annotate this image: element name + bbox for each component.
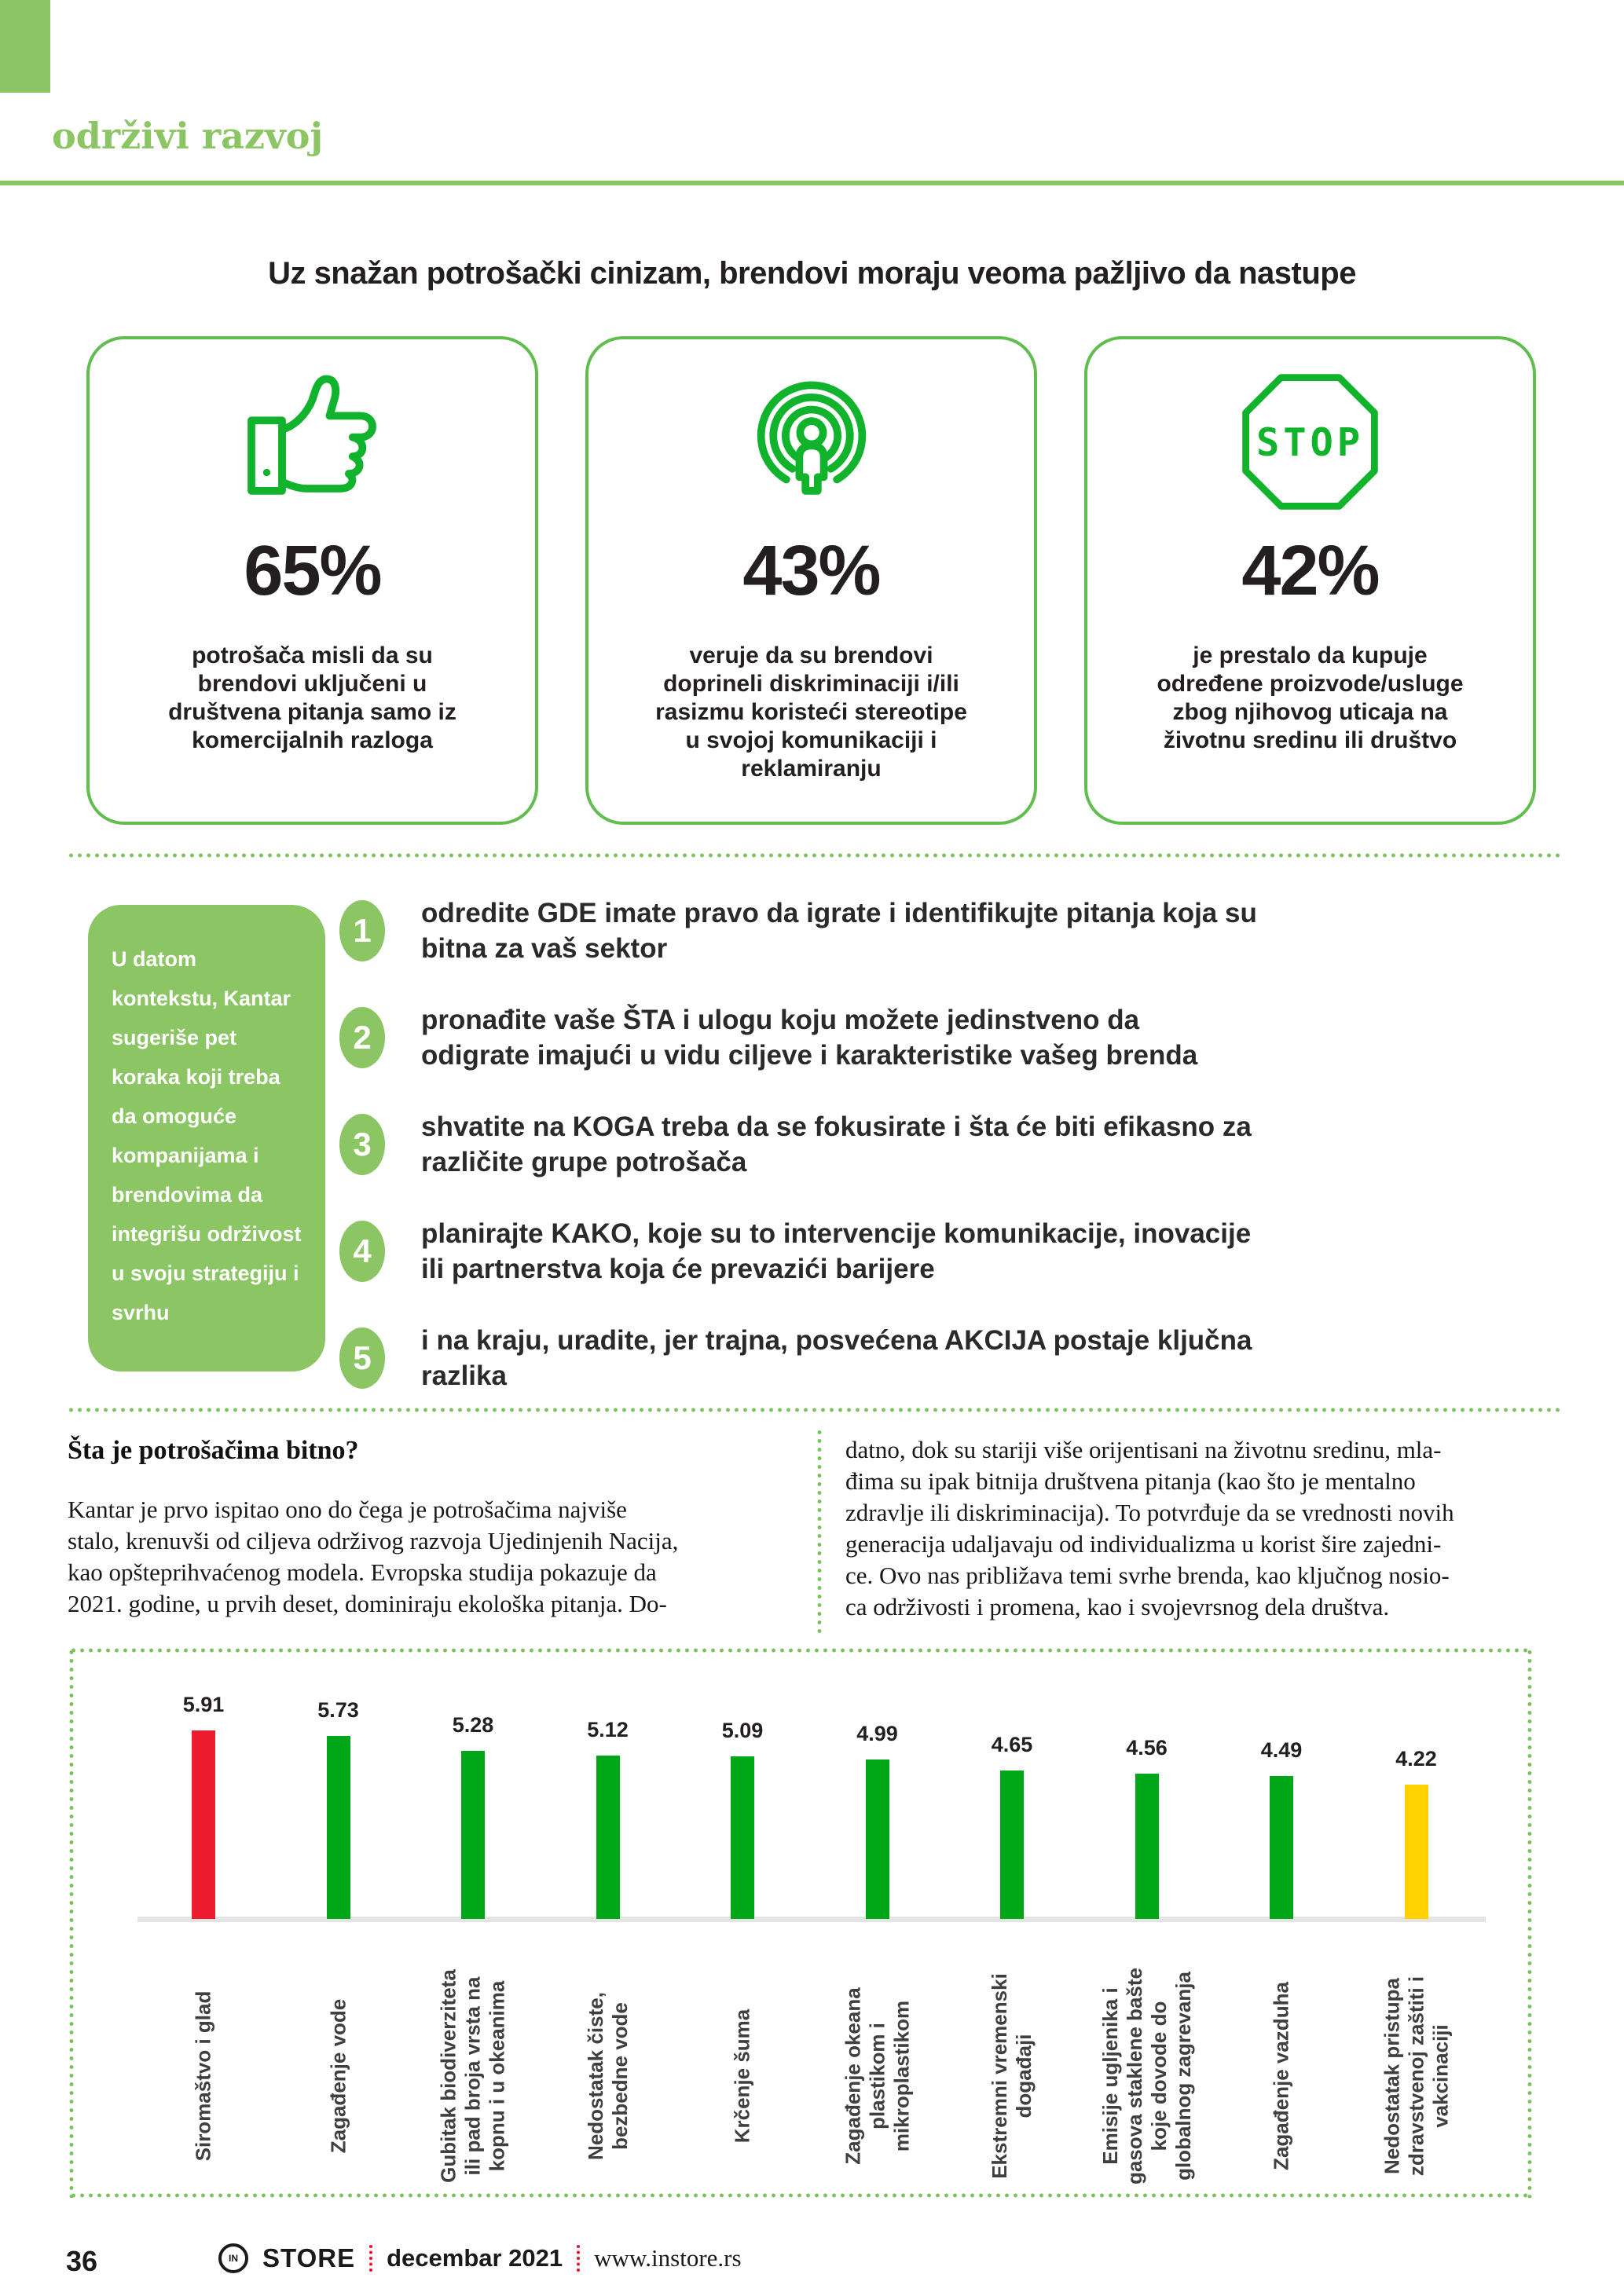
step-number-badge: 5: [339, 1327, 385, 1389]
section-label: održivi razvoj: [52, 115, 324, 157]
stat-value: 43%: [742, 532, 881, 610]
step-row: 5 i na kraju, uradite, jer trajna, posve…: [339, 1323, 1565, 1393]
stop-sign-icon: STOP: [1234, 363, 1387, 520]
article-column-right: datno, dok su stariji više orijentisani …: [845, 1436, 1454, 1620]
step-number-badge: 3: [339, 1114, 385, 1175]
bar-value-label: 5.91: [182, 1693, 225, 1716]
bar-category-label-text: Nedostatak pristupa zdravstvenoj zaštiti…: [1380, 1976, 1452, 2177]
bar-category-label-text: Emisije ugljenika i gasova staklene bašt…: [1098, 1967, 1195, 2185]
chart-border-bottom: [69, 2193, 1532, 2198]
stat-description: potrošača misli da su brendovi uključeni…: [168, 643, 456, 753]
x-axis-line: [137, 1917, 1486, 1922]
bar-category-label-text: Zagađenje okeana plastikom i mikroplasti…: [841, 1987, 913, 2165]
bar-value-label: 4.65: [991, 1733, 1033, 1756]
step-row: 2 pronađite vaše ŠTA i ulogu koju možete…: [339, 1002, 1565, 1073]
bar-value-label: 5.73: [317, 1698, 359, 1722]
bar-chart-plot: 5.91 Siromaštvo i glad 5.73 Zagađenje vode 5…: [69, 1648, 1532, 2198]
stat-card: STOP 42% je prestalo da kupuje određene …: [1084, 336, 1536, 825]
step-row: 4 planirajte KAKO, koje su to intervenci…: [339, 1216, 1565, 1287]
bar: [596, 1756, 620, 1919]
stat-description: veruje da su brendovi doprineli diskrimi…: [655, 643, 967, 782]
bar-value-label: 5.09: [721, 1719, 764, 1742]
bar: [326, 1736, 350, 1919]
bar: [1270, 1776, 1293, 1919]
step-text: shvatite na KOGA treba da se fokusirate …: [421, 1111, 1252, 1177]
website-link: www.instore.rs: [594, 2244, 742, 2272]
bar-category-label-text: Gubitak biodiverziteta ili pad broja vrs…: [436, 1969, 509, 2183]
dotted-divider-middle: [67, 1408, 1560, 1412]
kantar-text: U datom kontekstu, Kantar sugeriše pet k…: [112, 947, 302, 1324]
kantar-box: U datom kontekstu, Kantar sugeriše pet k…: [88, 905, 325, 1371]
step-number-badge: 1: [339, 900, 385, 961]
step-row: 3 shvatite na KOGA treba da se fokusirat…: [339, 1109, 1565, 1180]
chart-border-left: [69, 1648, 74, 2198]
page-number: 36: [66, 2245, 98, 2277]
column-divider: [817, 1428, 822, 1634]
bar-category-label-text: Siromaštvo i glad: [191, 1990, 215, 2162]
bar-category-label-text: Nedostatak čiste, bezbedne vode: [583, 1992, 632, 2160]
bar-category-label-text: Ekstremni vremenski događaji: [988, 1973, 1036, 2179]
footer-brand-line: IN STORE decembar 2021 www.instore.rs: [218, 2243, 742, 2273]
bar-value-label: 4.99: [856, 1722, 898, 1745]
bar-category-label-text: Zagađenje vazduha: [1269, 1982, 1293, 2170]
step-text: odredite GDE imate pravo da igrate i ide…: [421, 898, 1257, 964]
page-title: Uz snažan potrošački cinizam, brendovi m…: [268, 256, 1356, 291]
stat-card: 65% potrošača misli da su brendovi uklju…: [86, 336, 538, 825]
stat-card: 43% veruje da su brendovi doprineli disk…: [585, 336, 1037, 825]
step-text: planirajte KAKO, koje su to intervencije…: [421, 1218, 1252, 1284]
bar-value-label: 4.49: [1260, 1738, 1303, 1762]
bar-category-label-text: Zagađenje vode: [326, 1998, 350, 2154]
bar-value-label: 5.28: [452, 1713, 494, 1737]
header-accent-block: [0, 0, 50, 93]
bar-value-label: 4.56: [1126, 1736, 1168, 1760]
step-text: pronađite vaše ŠTA i ulogu koju možete j…: [421, 1005, 1198, 1071]
chart-border-top: [69, 1648, 1532, 1653]
stat-value: 42%: [1241, 532, 1380, 610]
article-heading: Šta je potrošačima bitno?: [68, 1436, 359, 1465]
footer-separator: [577, 2245, 581, 2272]
stat-description: je prestalo da kupuje određene proizvode…: [1157, 643, 1464, 753]
footer: 36 IN STORE decembar 2021 www.instore.rs: [0, 2243, 1624, 2283]
instore-logo-icon: IN: [218, 2243, 248, 2273]
header-rule: [0, 181, 1624, 185]
step-number-badge: 4: [339, 1221, 385, 1282]
stat-value: 65%: [244, 532, 382, 610]
bar: [1404, 1785, 1428, 1919]
bar-value-label: 4.22: [1395, 1747, 1437, 1771]
step-text: i na kraju, uradite, jer trajna, posveće…: [421, 1325, 1252, 1391]
svg-text:STOP: STOP: [1256, 421, 1364, 465]
bar: [731, 1756, 754, 1919]
footer-separator: [369, 2245, 373, 2272]
brand-name: STORE: [262, 2243, 356, 2272]
issue-date: decembar 2021: [387, 2244, 563, 2272]
bar: [1135, 1774, 1159, 1919]
step-number-badge: 2: [339, 1007, 385, 1068]
bar: [192, 1730, 215, 1919]
article-column-left: Kantar je prvo ispitao ono do čega je po…: [68, 1496, 679, 1617]
bar: [1000, 1771, 1024, 1919]
step-row: 1 odredite GDE imate pravo da igrate i i…: [339, 895, 1565, 966]
stat-cards-row: 65% potrošača misli da su brendovi uklju…: [86, 336, 1536, 825]
dotted-divider-top: [67, 853, 1560, 858]
bar-category-label-text: Krčenje šuma: [730, 2009, 754, 2144]
bar: [865, 1760, 889, 1919]
bar: [461, 1751, 485, 1919]
broadcast-person-icon: [729, 363, 894, 520]
chart-border-right: [1527, 1648, 1532, 2198]
thumbs-up-icon: [222, 363, 403, 520]
bar-chart: 5.91 Siromaštvo i glad 5.73 Zagađenje vode 5…: [69, 1648, 1532, 2198]
bar-value-label: 5.12: [587, 1718, 629, 1741]
